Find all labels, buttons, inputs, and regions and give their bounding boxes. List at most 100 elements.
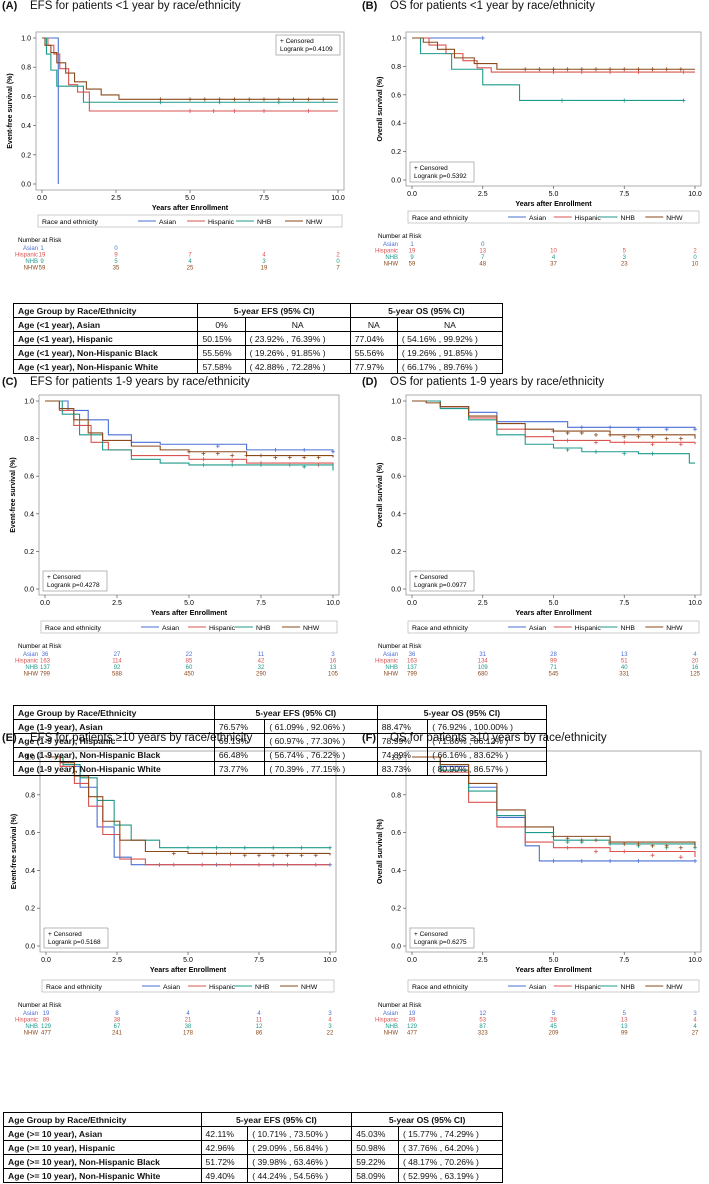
x-tick-label: 2.5	[478, 957, 488, 964]
risk-count-hispanic: 13	[621, 1018, 628, 1024]
risk-count-hispanic: 5	[623, 249, 627, 255]
risk-count-nhb: 4	[188, 259, 192, 265]
y-tick-label: 0.4	[21, 123, 31, 130]
risk-count-nhw: 588	[112, 672, 123, 678]
censor-mark-nhw	[215, 451, 220, 456]
censor-mark-hispanic	[306, 109, 311, 113]
risk-count-nhw: 125	[690, 672, 701, 678]
y-tick-label: 0.6	[24, 474, 34, 481]
censor-mark-nhb	[593, 449, 598, 454]
logrank-p-value: Logrank p=0.0977	[414, 582, 467, 589]
censor-mark-nhw	[257, 853, 261, 858]
table-row: Age (>= 10 year), Asian 42.11%( 10.71% , …	[3, 1126, 504, 1141]
value-cell: 42.11%	[200, 1126, 249, 1141]
risk-count-hispanic: 89	[43, 1018, 50, 1024]
censor-mark-nhw	[551, 429, 556, 434]
panel-b-os-under-1: (B) OS for patients <1 year by race/ethni…	[360, 0, 709, 275]
y-tick-label: 0.2	[24, 549, 34, 556]
value-cell: ( 10.71% , 73.50% )	[247, 1126, 353, 1141]
censor-mark-asian	[215, 444, 220, 449]
x-axis-label: Years after Enrollment	[515, 965, 592, 974]
panel-a-efs-under-1: (A) EFS for patients <1 year by race/ethn…	[0, 0, 350, 275]
x-tick-label: 10.0	[326, 600, 340, 607]
risk-count-asian: 8	[115, 1011, 119, 1017]
value-cell: 45.03%	[351, 1126, 399, 1141]
legend-label-nhw: NHW	[666, 215, 683, 222]
risk-row-label-asian: Asian	[383, 242, 398, 248]
y-axis-label: Event-free survival (%)	[11, 814, 18, 889]
panel-f-os-10-plus: (F) OS for patients ≥10 years by race/eth…	[360, 732, 709, 1054]
panel-e-efs-10-plus: (E) EFS for patients ≥10 years by race/et…	[0, 732, 350, 1054]
risk-count-nhb: 109	[478, 665, 489, 671]
censor-mark-nhw	[551, 67, 556, 72]
censor-mark-asian	[579, 858, 584, 863]
risk-row-label-nhw: NHW	[24, 672, 39, 678]
risk-row-label-nhb: NHB	[385, 255, 398, 261]
risk-count-hispanic: 11	[256, 1018, 263, 1024]
x-tick-label: 0.0	[407, 191, 417, 198]
y-tick-label: 0.4	[25, 868, 35, 875]
risk-row-label-asian: Asian	[23, 1011, 38, 1017]
panel-label: (C)	[2, 376, 18, 388]
censor-mark-nhw	[537, 67, 542, 72]
value-cell: 77.97%	[349, 359, 398, 374]
risk-count-hispanic: 19	[39, 253, 46, 259]
censor-mark-nhw	[551, 834, 556, 839]
y-tick-label: 0.0	[391, 587, 401, 594]
legend-label-hispanic: Hispanic	[209, 625, 236, 632]
x-tick-label: 10.0	[331, 195, 345, 202]
value-cell: 55.56%	[349, 345, 398, 360]
censor-mark-hispanic	[313, 862, 318, 867]
censor-mark-asian	[636, 858, 641, 863]
censor-mark-hispanic	[201, 457, 206, 462]
table-header-cell: Age Group by Race/Ethnicity	[3, 1112, 202, 1127]
risk-count-asian: 11	[258, 652, 265, 658]
censor-mark-nhw	[244, 453, 249, 458]
x-tick-label: 10.0	[688, 600, 702, 607]
censor-mark-hispanic	[622, 440, 627, 445]
risk-count-hispanic: 13	[479, 249, 486, 255]
censor-mark-hispanic	[593, 440, 598, 445]
series-line-nhw	[412, 37, 695, 70]
y-tick-label: 0.6	[25, 830, 35, 837]
table-header-cell: 5-year OS (95% CI)	[349, 303, 504, 318]
risk-count-hispanic: 4	[262, 253, 266, 259]
value-cell: 59.22%	[351, 1154, 399, 1169]
risk-count-nhw: 22	[327, 1031, 334, 1037]
y-tick-label: 1.0	[391, 399, 401, 406]
risk-row-label-nhb: NHB	[25, 259, 38, 265]
risk-row-label-nhw: NHW	[24, 1031, 39, 1037]
value-cell: NA	[396, 317, 504, 332]
legend-label-nhw: NHW	[303, 625, 320, 632]
value-cell: ( 42.88% , 72.28% )	[244, 359, 351, 374]
risk-count-nhw: 99	[621, 1031, 628, 1037]
censor-mark-hispanic	[593, 849, 598, 854]
censor-mark-nhw	[202, 97, 207, 102]
table-row: Age (<1 year), Non-Hispanic Black 55.56%(…	[12, 345, 504, 360]
legend-label-nhb: NHB	[256, 625, 271, 632]
y-axis-label: Event-free survival (%)	[7, 73, 14, 148]
censor-mark-nhb	[650, 451, 655, 456]
table-header-cell: 5-year EFS (95% CI)	[197, 303, 351, 318]
censor-mark-nhw	[664, 843, 669, 848]
risk-count-nhw: 680	[478, 672, 489, 678]
logrank-p-value: Logrank p=0.4278	[47, 582, 100, 589]
censor-mark-asian	[693, 858, 697, 863]
censor-mark-hispanic	[232, 109, 237, 113]
censor-mark-hispanic	[211, 109, 216, 113]
table-row: Age (1-9 year), Hispanic 69.13%( 60.97% ,…	[13, 733, 547, 748]
km-plot: 0.0 2.5 5.0 7.5 10.0 0.0 0.2 0.4 0.6 0.8 1.0 Years …	[375, 394, 702, 678]
censor-mark-nhw	[622, 434, 627, 439]
group-cell: Age (>= 10 year), Non-Hispanic White	[3, 1168, 202, 1183]
censor-mark-nhb	[201, 462, 206, 467]
censor-mark-asian	[480, 36, 485, 40]
table-row: Age (1-9 year), Non-Hispanic Black 66.48%…	[13, 747, 547, 762]
legend-title: Race and ethnicity	[412, 625, 469, 632]
legend-label-nhb: NHB	[621, 984, 636, 991]
series-line-nhw	[45, 400, 334, 458]
censor-mark-hispanic	[565, 845, 570, 850]
risk-count-nhb: 16	[692, 665, 699, 671]
risk-count-nhw: 450	[184, 672, 195, 678]
risk-count-nhw: 545	[548, 672, 559, 678]
censor-mark-nhw	[678, 845, 683, 850]
